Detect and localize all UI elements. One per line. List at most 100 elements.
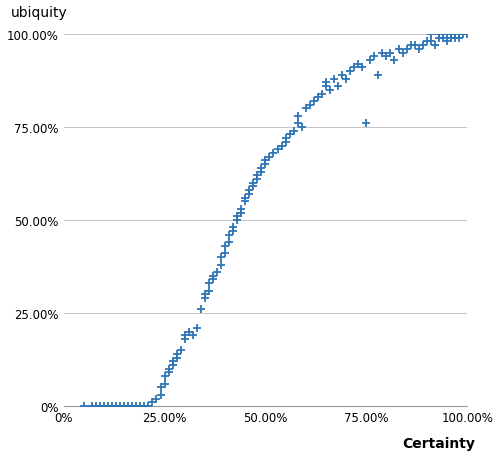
Point [136, 402, 144, 410]
Point [322, 80, 330, 87]
Point [116, 402, 124, 410]
Point [318, 91, 326, 98]
Point [100, 402, 108, 410]
Point [435, 31, 443, 39]
Point [258, 165, 266, 172]
Point [241, 198, 249, 206]
Point [294, 121, 302, 128]
Point [406, 42, 414, 50]
Point [180, 332, 188, 339]
Point [451, 31, 459, 39]
Point [128, 402, 136, 410]
Point [350, 65, 358, 72]
Point [229, 228, 237, 235]
Point [354, 61, 362, 68]
Point [250, 180, 258, 187]
Point [410, 42, 418, 50]
Point [338, 72, 346, 79]
Point [270, 150, 278, 157]
Point [132, 402, 140, 410]
Point [370, 54, 378, 61]
Point [246, 191, 254, 198]
Point [217, 261, 225, 268]
X-axis label: Certainty: Certainty [402, 436, 475, 450]
Point [262, 161, 270, 168]
Point [282, 139, 290, 146]
Point [172, 354, 180, 361]
Point [164, 369, 172, 376]
Point [443, 31, 451, 39]
Point [366, 57, 374, 65]
Point [140, 402, 148, 410]
Point [221, 250, 229, 258]
Point [180, 336, 188, 343]
Point [108, 402, 116, 410]
Point [176, 347, 184, 354]
Point [386, 50, 394, 57]
Text: ubiquity: ubiquity [11, 6, 68, 20]
Point [201, 291, 209, 298]
Point [282, 135, 290, 142]
Point [258, 169, 266, 176]
Point [156, 391, 164, 399]
Point [374, 72, 382, 79]
Point [254, 176, 262, 183]
Point [120, 402, 128, 410]
Point [266, 154, 274, 161]
Point [447, 31, 455, 39]
Point [237, 206, 245, 213]
Point [233, 213, 241, 220]
Point [172, 350, 180, 358]
Point [455, 31, 463, 39]
Point [278, 142, 285, 150]
Point [250, 183, 258, 191]
Point [184, 328, 192, 335]
Point [435, 35, 443, 42]
Point [254, 172, 262, 180]
Point [225, 239, 233, 247]
Point [124, 402, 132, 410]
Point [189, 332, 197, 339]
Point [92, 402, 100, 410]
Point [160, 373, 168, 380]
Point [246, 187, 254, 194]
Point [274, 147, 281, 154]
Point [310, 98, 318, 106]
Point [298, 124, 306, 131]
Point [225, 232, 233, 239]
Point [314, 94, 322, 101]
Point [148, 399, 156, 406]
Point [197, 306, 205, 313]
Point [160, 380, 168, 388]
Point [205, 280, 213, 287]
Point [209, 276, 217, 283]
Point [330, 76, 338, 83]
Point [193, 324, 201, 332]
Point [217, 254, 225, 261]
Point [209, 273, 217, 280]
Point [302, 106, 310, 113]
Point [439, 35, 447, 42]
Point [326, 87, 334, 94]
Point [229, 224, 237, 232]
Point [346, 68, 354, 76]
Point [213, 269, 221, 276]
Point [80, 402, 88, 410]
Point [168, 358, 176, 365]
Point [398, 50, 406, 57]
Point [205, 288, 213, 295]
Point [390, 57, 398, 65]
Point [221, 243, 229, 250]
Point [290, 128, 298, 135]
Point [286, 131, 294, 139]
Point [96, 402, 104, 410]
Point [241, 195, 249, 202]
Point [358, 65, 366, 72]
Point [418, 42, 426, 50]
Point [237, 209, 245, 217]
Point [423, 39, 431, 46]
Point [322, 83, 330, 91]
Point [168, 362, 176, 369]
Point [455, 35, 463, 42]
Point [144, 402, 152, 410]
